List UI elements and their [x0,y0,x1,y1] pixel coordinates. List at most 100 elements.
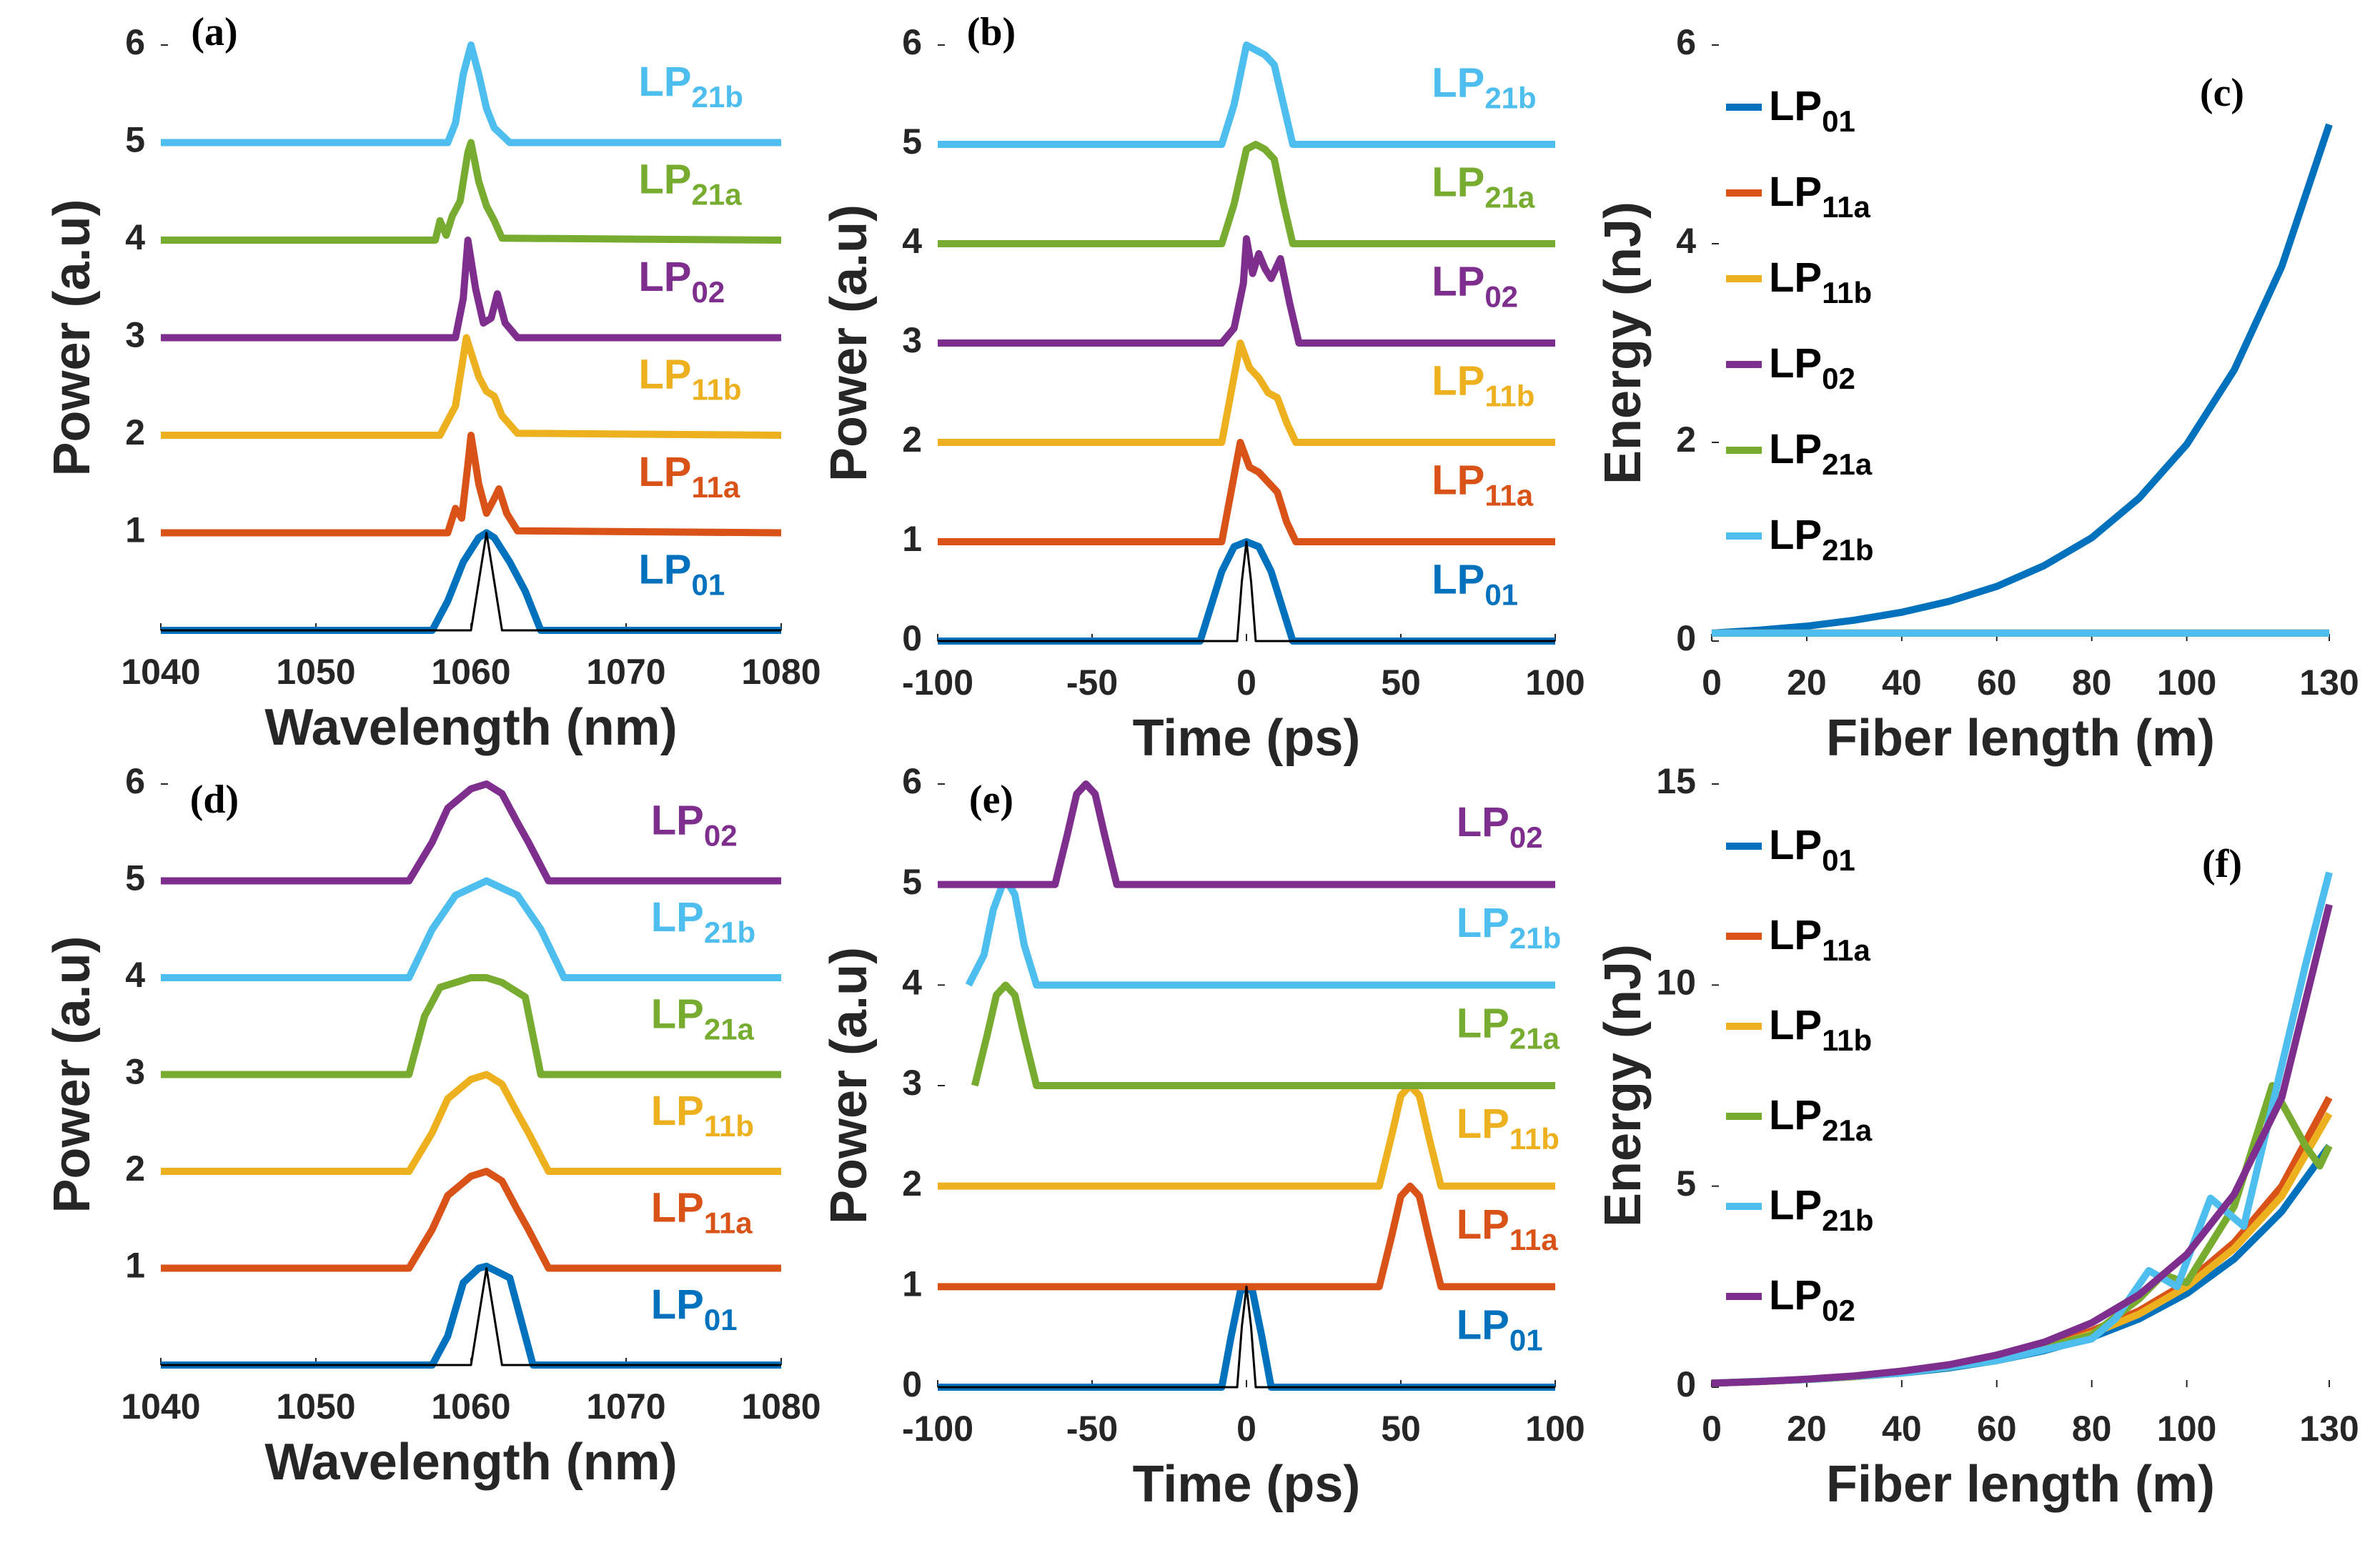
y-tick-label: 1 [125,1246,145,1286]
x-axis-label: Time (ps) [1133,710,1361,767]
legend-entry: LP21b [1769,1182,1874,1237]
series-line [161,1267,781,1366]
x-tick-label: 40 [1882,663,1922,703]
legend-entry: LP21a [1769,1092,1873,1147]
y-tick-label: 0 [902,618,922,658]
series-line [161,139,782,244]
x-tick-label: 0 [1702,663,1722,703]
series-label: LP11a [1432,457,1534,512]
y-axis-label: Power (a.u) [44,199,101,476]
x-tick-label: 100 [2157,663,2216,703]
y-tick-label: 2 [902,420,922,460]
y-tick-label: 5 [902,121,922,162]
series-label: LP21a [1432,159,1535,214]
x-tick-label: -50 [1066,1409,1118,1449]
y-tick-label: 1 [902,519,922,559]
series-label-base: LP [1769,1182,1822,1229]
series-line [971,981,1555,1089]
series-label-base: LP [1769,1272,1822,1319]
series-line [938,141,1555,247]
legend-entry: LP11b [1769,254,1872,309]
series-label-sub: 21b [1822,533,1873,567]
series-label: LP02 [651,797,738,852]
y-tick-label: 6 [125,761,145,801]
series-label-base: LP [638,351,691,397]
x-tick-label: 100 [2157,1409,2216,1449]
y-tick-label: 15 [1656,761,1696,801]
x-axis-label: Wavelength (nm) [264,1434,677,1491]
series-label-base: LP [1769,1092,1822,1138]
series-line [161,1071,781,1175]
x-tick-label: 1040 [121,652,200,692]
series-label-sub: 11b [691,372,741,406]
series-label: LP21b [1457,900,1562,955]
y-tick-label: 4 [902,221,922,261]
y-tick-label: 2 [1676,420,1696,460]
y-tick-label: 3 [125,1052,145,1092]
y-tick-label: 1 [902,1264,922,1304]
panel-label: (b) [967,10,1016,54]
series-label-base: LP [1432,357,1484,404]
x-tick-label: 20 [1787,663,1827,703]
series-label-base: LP [1457,1101,1509,1147]
y-tick-label: 10 [1656,963,1696,1003]
y-tick-label: 6 [125,22,145,62]
series-label-sub: 01 [1509,1323,1543,1356]
series-label-sub: 01 [1822,843,1855,877]
y-axis-label: Power (a.u) [44,936,101,1213]
series-label: LP01 [1457,1301,1543,1356]
series-label-sub: 21b [704,916,755,949]
series-label-base: LP [1769,512,1822,558]
x-tick-label: 1080 [741,1386,820,1427]
series-label-sub: 01 [1822,104,1855,138]
panel-label: (d) [190,778,239,822]
y-tick-label: 5 [902,862,922,902]
legend-entry: LP21a [1769,426,1873,481]
x-tick-label: 100 [1525,663,1585,703]
series-label-sub: 21a [1484,180,1535,214]
series-label-sub: 02 [691,275,725,309]
series-line [938,780,1555,888]
series-label-base: LP [651,1088,704,1134]
y-axis-label: Power (a.u) [820,204,878,482]
x-tick-label: -100 [902,663,973,703]
x-tick-label: 1050 [276,1386,355,1427]
series-label-base: LP [1432,457,1484,503]
series-label-base: LP [1457,1301,1509,1348]
x-tick-label: 1070 [586,1386,665,1427]
series-label-sub: 11a [1822,933,1870,967]
series-label: LP21b [651,894,756,949]
series-line [938,439,1555,545]
series-label-base: LP [638,156,691,202]
panel-label: (a) [191,10,237,54]
x-tick-label: 1050 [276,652,355,692]
series-label-base: LP [1769,822,1822,868]
series-label-sub: 02 [1822,362,1855,395]
series-label-sub: 21a [704,1012,755,1046]
series-line [938,235,1555,347]
series-label-sub: 11a [1484,478,1533,512]
panel-label: (c) [2200,71,2244,115]
series-label-base: LP [651,894,704,941]
series-label-sub: 11b [704,1109,754,1143]
x-tick-label: 1060 [431,1386,510,1427]
y-tick-label: 3 [902,1063,922,1103]
series-label: LP11a [651,1184,753,1239]
x-tick-label: 0 [1702,1409,1722,1449]
legend-entry: LP11a [1769,912,1871,967]
x-tick-label: 1080 [741,652,820,692]
y-axis-label: Power (a.u) [820,947,878,1224]
x-tick-label: 40 [1882,1409,1922,1449]
series-label-base: LP [1432,556,1484,602]
series-label-base: LP [651,1281,704,1328]
x-tick-label: 20 [1787,1409,1827,1449]
y-tick-label: 4 [125,217,145,257]
legend-entry: LP01 [1769,822,1855,877]
series-label: LP11b [638,351,741,406]
series-label-sub: 21b [1484,81,1536,114]
legend-entry: LP02 [1769,1272,1855,1327]
x-tick-label: 60 [1977,1409,2017,1449]
x-axis-label: Time (ps) [1133,1456,1361,1513]
series-label: LP01 [1432,556,1518,611]
